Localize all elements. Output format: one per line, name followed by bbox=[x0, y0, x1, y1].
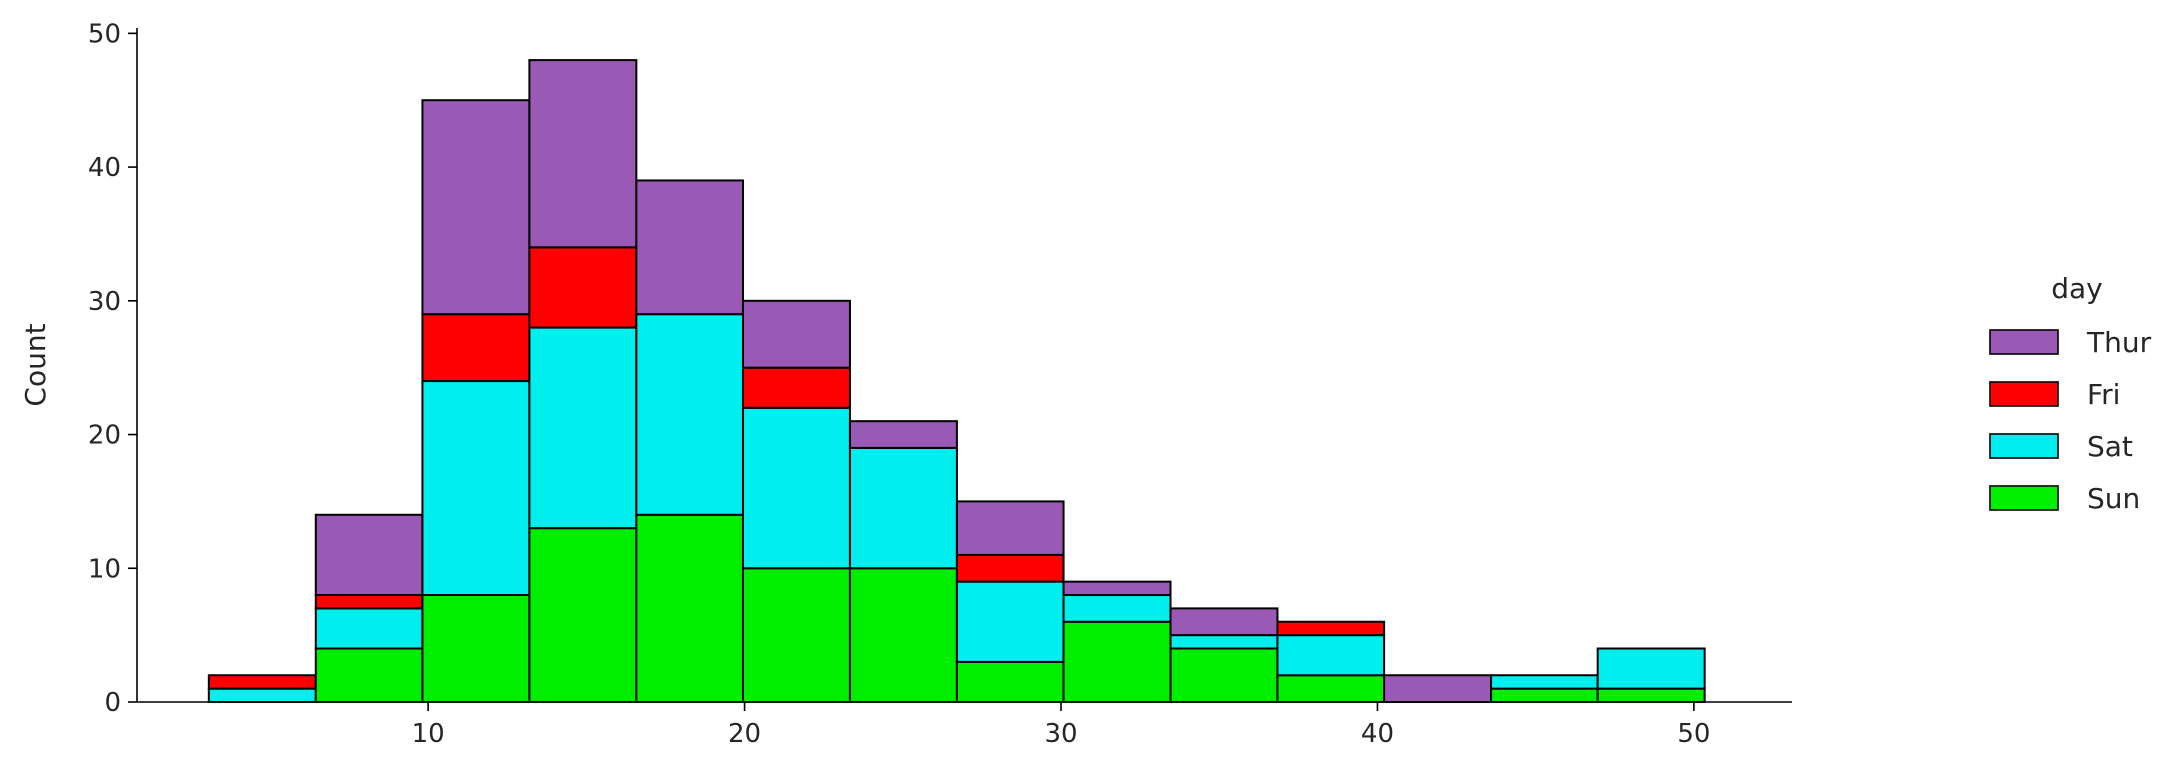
bar-fri-bin-7 bbox=[955, 553, 1065, 583]
legend-label-thur: Thur bbox=[2086, 326, 2152, 359]
x-tick-label: 10 bbox=[412, 719, 445, 749]
bar-thur-bin-5 bbox=[741, 299, 851, 369]
x-tick-label: 20 bbox=[728, 719, 761, 749]
bar-sun-bin-4 bbox=[635, 513, 744, 703]
legend-label-sun: Sun bbox=[2087, 482, 2140, 515]
legend-title: day bbox=[2051, 272, 2103, 305]
x-tick-label: 40 bbox=[1361, 719, 1394, 749]
legend-label-fri: Fri bbox=[2087, 378, 2120, 411]
bar-thur-bin-3 bbox=[528, 59, 638, 249]
axes-group: 0 10 20 30 40 50 10 20 30 40 50 Count bbox=[19, 19, 1792, 749]
legend-swatch-thur bbox=[1989, 329, 2059, 355]
bar-fri-bin-0 bbox=[207, 674, 317, 690]
bar-sat-bin-12 bbox=[1490, 674, 1599, 690]
bar-thur-bin-6 bbox=[848, 420, 958, 449]
bar-sat-bin-8 bbox=[1062, 594, 1172, 623]
bar-sun-bin-13 bbox=[1596, 687, 1706, 704]
bar-sun-bin-7 bbox=[955, 660, 1065, 704]
bar-sun-bin-10 bbox=[1276, 674, 1386, 703]
bar-sun-bin-1 bbox=[314, 647, 424, 703]
bar-thur-bin-4 bbox=[635, 179, 744, 316]
bar-sat-bin-4 bbox=[635, 313, 744, 516]
bar-fri-bin-5 bbox=[741, 366, 851, 409]
legend-swatch-sun bbox=[1989, 485, 2059, 511]
x-ticks: 10 20 30 40 50 bbox=[412, 702, 1710, 749]
bar-sat-bin-5 bbox=[741, 406, 851, 570]
legend: day Thur Fri Sat Sun bbox=[1989, 272, 2152, 515]
bar-sun-bin-8 bbox=[1062, 620, 1172, 703]
bar-sat-bin-10 bbox=[1276, 634, 1386, 677]
bars-group bbox=[207, 59, 1706, 704]
y-tick-label: 10 bbox=[88, 554, 121, 584]
y-tick-label: 20 bbox=[88, 421, 121, 451]
bar-sat-bin-9 bbox=[1169, 634, 1279, 650]
y-tick-label: 50 bbox=[88, 19, 121, 49]
bar-sun-bin-2 bbox=[421, 594, 531, 703]
legend-swatch-sat bbox=[1989, 433, 2059, 459]
bar-sun-bin-12 bbox=[1490, 687, 1599, 704]
y-tick-label: 40 bbox=[88, 153, 121, 183]
bar-sat-bin-3 bbox=[528, 326, 638, 530]
bar-thur-bin-2 bbox=[421, 99, 531, 316]
legend-swatch-fri bbox=[1989, 381, 2059, 407]
x-tick-label: 50 bbox=[1677, 719, 1710, 749]
bar-sun-bin-3 bbox=[528, 527, 638, 704]
bar-sun-bin-9 bbox=[1169, 647, 1279, 703]
bar-thur-bin-1 bbox=[314, 513, 424, 597]
x-tick-label: 30 bbox=[1044, 719, 1077, 749]
bar-sun-bin-6 bbox=[848, 567, 958, 703]
bar-sat-bin-6 bbox=[848, 446, 958, 570]
legend-items: Thur Fri Sat Sun bbox=[1989, 326, 2152, 515]
bar-thur-bin-9 bbox=[1169, 607, 1279, 637]
bar-sun-bin-5 bbox=[741, 567, 851, 703]
y-axis-label: Count bbox=[19, 323, 52, 406]
y-tick-label: 30 bbox=[88, 287, 121, 317]
bar-sat-bin-0 bbox=[207, 687, 317, 704]
bar-thur-bin-8 bbox=[1062, 580, 1172, 597]
y-tick-label: 0 bbox=[104, 688, 121, 718]
bar-thur-bin-11 bbox=[1383, 674, 1493, 703]
bar-fri-bin-2 bbox=[421, 313, 531, 383]
bar-thur-bin-7 bbox=[955, 500, 1065, 556]
legend-label-sat: Sat bbox=[2087, 430, 2133, 463]
bar-sat-bin-1 bbox=[314, 607, 424, 650]
bar-sat-bin-7 bbox=[955, 580, 1065, 663]
y-ticks: 0 10 20 30 40 50 bbox=[88, 19, 137, 718]
bar-sat-bin-13 bbox=[1596, 647, 1706, 690]
bar-fri-bin-1 bbox=[314, 594, 424, 610]
bar-sat-bin-2 bbox=[421, 380, 531, 597]
bar-fri-bin-3 bbox=[528, 246, 638, 329]
bar-fri-bin-10 bbox=[1276, 620, 1386, 637]
